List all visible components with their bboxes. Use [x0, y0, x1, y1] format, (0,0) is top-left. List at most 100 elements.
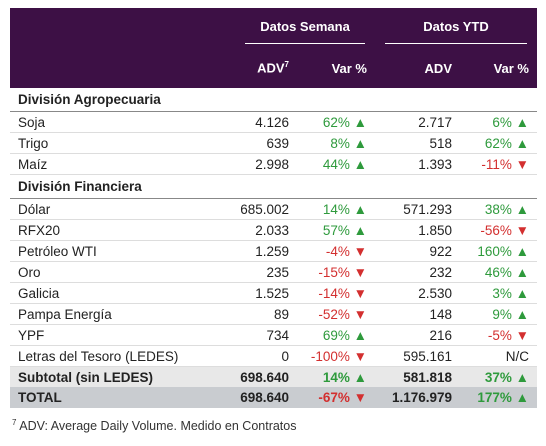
table-row: Oro 235 -15% ▼ 232 46% ▲ — [10, 261, 537, 283]
table-row: Petróleo WTI 1.259 -4% ▼ 922 160% ▲ — [10, 240, 537, 262]
table-row: RFX20 2.033 57% ▲ 1.850 -56% ▼ — [10, 219, 537, 241]
section-title: División Financiera — [10, 174, 537, 199]
cell: 922 — [375, 240, 460, 262]
cell: 37% ▲ — [460, 366, 537, 387]
table-row: Trigo 639 8% ▲ 518 62% ▲ — [10, 132, 537, 154]
table-body: División Agropecuaria Soja 4.126 62% ▲ 2.717… — [10, 88, 537, 408]
cell: 698.640 — [235, 366, 297, 387]
table-row: Soja 4.126 62% ▲ 2.717 6% ▲ — [10, 111, 537, 133]
cell: 14% ▲ — [297, 366, 375, 387]
cell: 1.525 — [235, 282, 297, 304]
volume-table: Datos Semana Datos YTD ADV7 Var % ADV Va… — [10, 8, 537, 408]
cell: 46% ▲ — [460, 261, 537, 283]
row-label: Pampa Energía — [10, 303, 235, 325]
cell: -4% ▼ — [297, 240, 375, 262]
table-row: Galicia 1.525 -14% ▼ 2.530 3% ▲ — [10, 282, 537, 304]
cell: 3% ▲ — [460, 282, 537, 304]
cell: 148 — [375, 303, 460, 325]
row-label: Oro — [10, 261, 235, 283]
cell: 57% ▲ — [297, 219, 375, 241]
cell: 698.640 — [235, 387, 297, 408]
table-row: Maíz 2.998 44% ▲ 1.393 -11% ▼ — [10, 153, 537, 175]
cell: 571.293 — [375, 198, 460, 220]
column-label: ADV — [257, 60, 285, 76]
cell: 62% ▲ — [297, 111, 375, 133]
section-title: División Agropecuaria — [10, 88, 537, 112]
cell: -52% ▼ — [297, 303, 375, 325]
footnote-marker: 7 — [284, 60, 289, 70]
cell: 62% ▲ — [460, 132, 537, 154]
cell: -15% ▼ — [297, 261, 375, 283]
footnote-text: ADV: Average Daily Volume. Medido en Con… — [19, 419, 297, 434]
cell: -14% ▼ — [297, 282, 375, 304]
row-label: Subtotal (sin LEDES) — [10, 366, 235, 387]
cell: 38% ▲ — [460, 198, 537, 220]
cell: 8% ▲ — [297, 132, 375, 154]
column-header: ADV7 — [235, 48, 297, 88]
row-label: Soja — [10, 111, 235, 133]
cell: 2.530 — [375, 282, 460, 304]
cell: 4.126 — [235, 111, 297, 133]
row-label: Trigo — [10, 132, 235, 154]
cell: 0 — [235, 345, 297, 367]
cell: 69% ▲ — [297, 324, 375, 346]
cell: 2.717 — [375, 111, 460, 133]
group-header: Datos YTD — [375, 8, 537, 48]
cell: 14% ▲ — [297, 198, 375, 220]
group-label: Datos Semana — [245, 13, 365, 44]
cell: 1.259 — [235, 240, 297, 262]
row-label: Galicia — [10, 282, 235, 304]
cell: 216 — [375, 324, 460, 346]
row-label: TOTAL — [10, 387, 235, 408]
cell: 2.998 — [235, 153, 297, 175]
cell: 518 — [375, 132, 460, 154]
cell: 595.161 — [375, 345, 460, 367]
cell: 639 — [235, 132, 297, 154]
corner — [10, 8, 235, 48]
cell: -67% ▼ — [297, 387, 375, 408]
cell: -100% ▼ — [297, 345, 375, 367]
row-label: RFX20 — [10, 219, 235, 241]
cell: 6% ▲ — [460, 111, 537, 133]
row-label: Maíz — [10, 153, 235, 175]
cell: 1.850 — [375, 219, 460, 241]
cell: 232 — [375, 261, 460, 283]
cell: 160% ▲ — [460, 240, 537, 262]
cell: 2.033 — [235, 219, 297, 241]
table-row: Subtotal (sin LEDES) 698.640 14% ▲ 581.818 3… — [10, 366, 537, 387]
column-header: Var % — [460, 48, 537, 88]
cell: 44% ▲ — [297, 153, 375, 175]
column-header: ADV — [375, 48, 460, 88]
cell: 734 — [235, 324, 297, 346]
cell: 685.002 — [235, 198, 297, 220]
cell: 177% ▲ — [460, 387, 537, 408]
table-row: Letras del Tesoro (LEDES) 0 -100% ▼ 595.161… — [10, 345, 537, 367]
group-header: Datos Semana — [235, 8, 375, 48]
row-label: Petróleo WTI — [10, 240, 235, 262]
corner — [10, 48, 235, 88]
cell: -56% ▼ — [460, 219, 537, 241]
row-label: YPF — [10, 324, 235, 346]
section-row: División Financiera — [10, 174, 537, 199]
cell: -5% ▼ — [460, 324, 537, 346]
table-row: YPF 734 69% ▲ 216 -5% ▼ — [10, 324, 537, 346]
cell: 1.176.979 — [375, 387, 460, 408]
footnote: 7 ADV: Average Daily Volume. Medido en C… — [12, 418, 296, 433]
column-header: Var % — [297, 48, 375, 88]
cell: 89 — [235, 303, 297, 325]
table-row: Dólar 685.002 14% ▲ 571.293 38% ▲ — [10, 198, 537, 220]
row-label: Letras del Tesoro (LEDES) — [10, 345, 235, 367]
cell: 1.393 — [375, 153, 460, 175]
cell: 235 — [235, 261, 297, 283]
table-row: Pampa Energía 89 -52% ▼ 148 9% ▲ — [10, 303, 537, 325]
cell: N/C — [460, 345, 537, 367]
cell: 9% ▲ — [460, 303, 537, 325]
cell: -11% ▼ — [460, 153, 537, 175]
table-row: TOTAL 698.640 -67% ▼ 1.176.979 177% ▲ — [10, 387, 537, 408]
group-label: Datos YTD — [385, 13, 527, 44]
cell: 581.818 — [375, 366, 460, 387]
section-row: División Agropecuaria — [10, 88, 537, 112]
row-label: Dólar — [10, 198, 235, 220]
footnote-marker: 7 — [12, 418, 17, 427]
